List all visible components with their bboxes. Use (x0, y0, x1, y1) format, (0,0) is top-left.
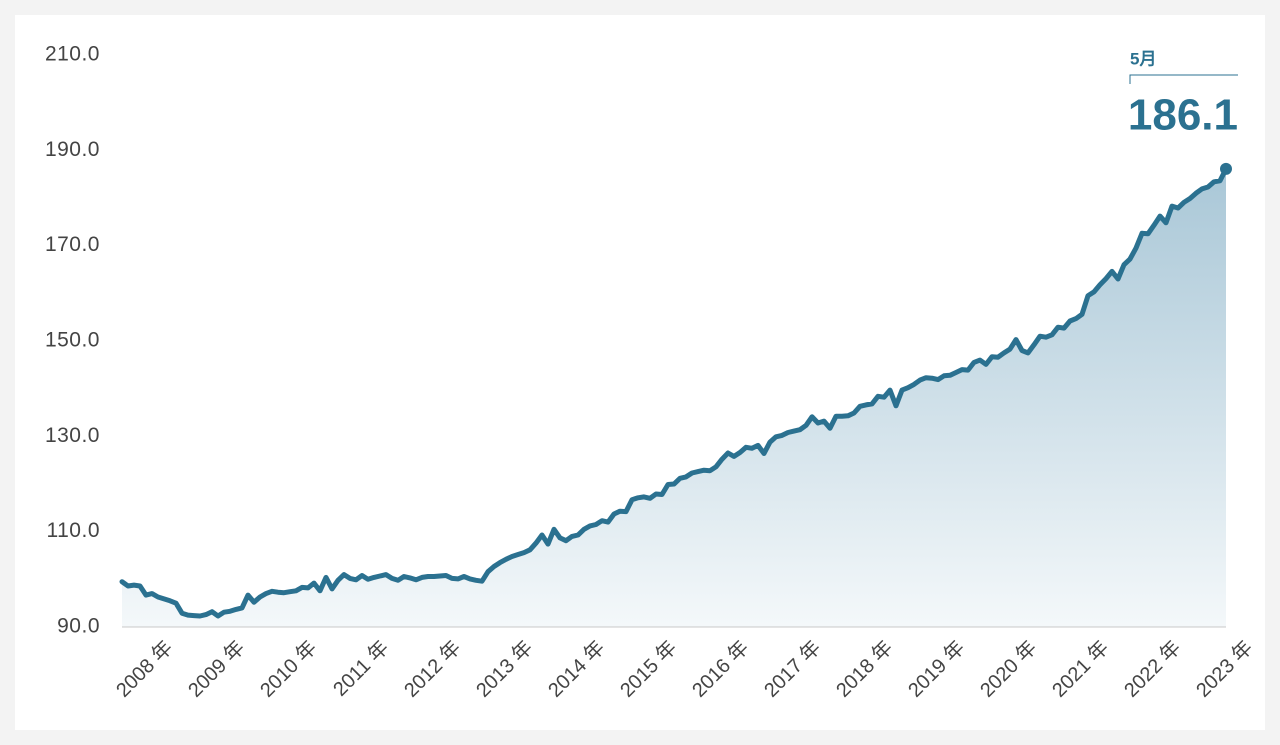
y-tick-label: 150.0 (45, 329, 100, 352)
end-value-label: 186.1 (1128, 91, 1238, 140)
y-tick-label: 90.0 (57, 615, 100, 638)
area (122, 168, 1226, 627)
line (119, 166, 1229, 619)
y-tick-label: 110.0 (47, 519, 101, 542)
y-tick-label: 210.0 (45, 43, 100, 66)
y-tick-label: 190.0 (45, 138, 100, 161)
end-point (1220, 162, 1232, 175)
annotation-rule (1129, 74, 1238, 84)
annotation-month: 5月 (1130, 49, 1156, 68)
y-tick-label: 130.0 (45, 424, 100, 447)
y-tick-label: 170.0 (45, 233, 100, 256)
